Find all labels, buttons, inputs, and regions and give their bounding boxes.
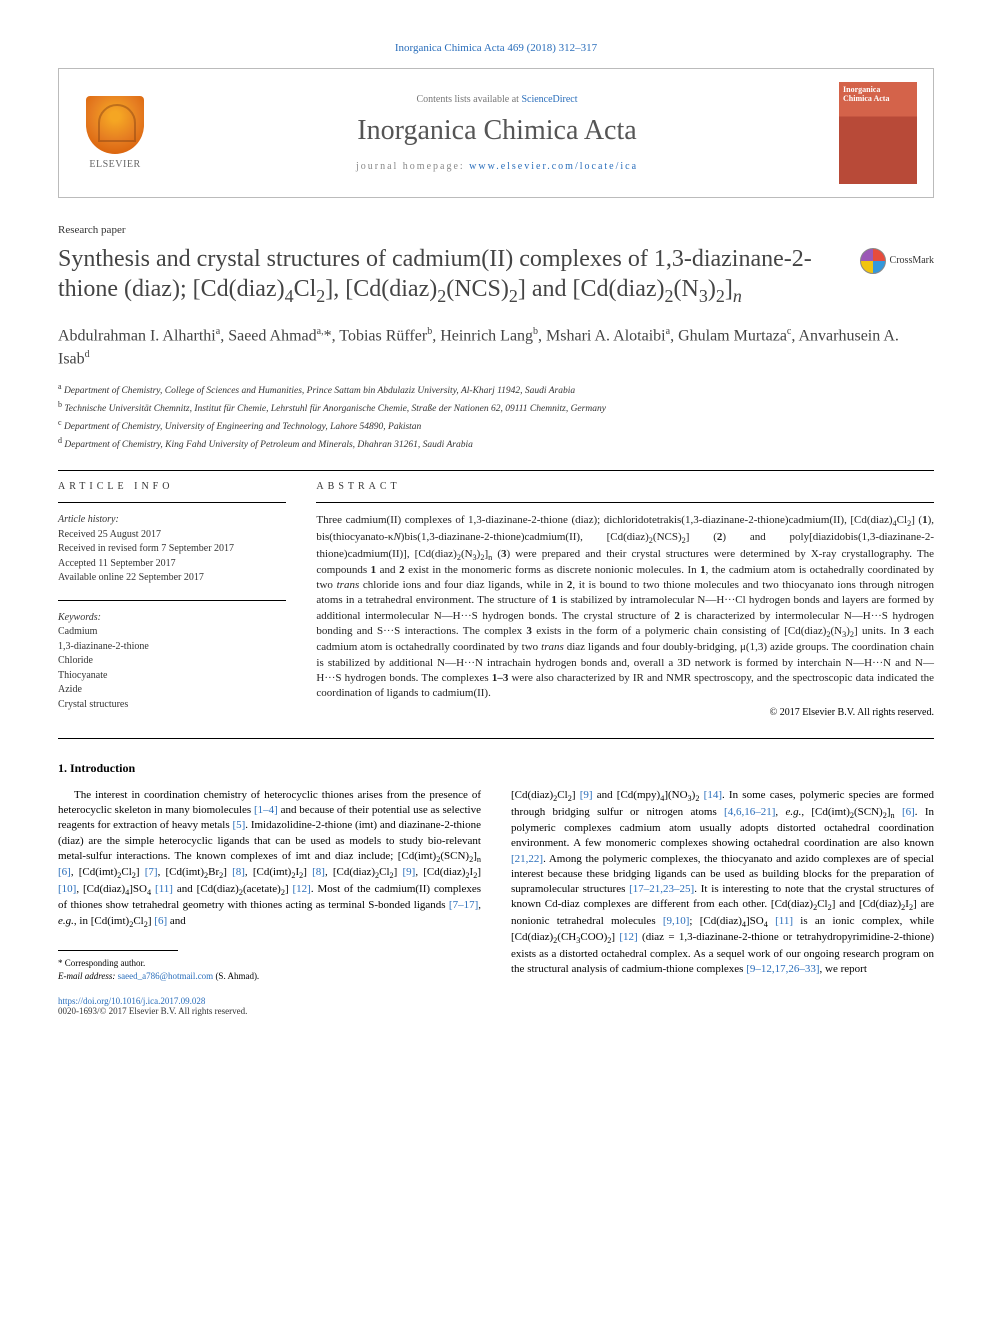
crossmark-label: CrossMark	[890, 255, 934, 268]
doi-link[interactable]: https://doi.org/10.1016/j.ica.2017.09.02…	[58, 996, 205, 1006]
post-abstract-rule	[58, 738, 934, 739]
article-title: Synthesis and crystal structures of cadm…	[58, 244, 934, 307]
keyword-item: Thiocyanate	[58, 669, 286, 684]
contents-prefix: Contents lists available at	[416, 94, 521, 105]
abstract-rule	[316, 502, 934, 503]
elsevier-tree-icon	[86, 96, 144, 154]
footnote-rule	[58, 950, 178, 951]
keyword-item: Chloride	[58, 654, 286, 669]
history-accepted: Accepted 11 September 2017	[58, 557, 286, 572]
keywords-rule	[58, 600, 286, 601]
body-two-columns: The interest in coordination chemistry o…	[58, 788, 934, 982]
info-rule	[58, 502, 286, 503]
affiliation-a: a Department of Chemistry, College of Sc…	[58, 381, 934, 399]
body-column-right: [Cd(diaz)2Cl2] [9] and [Cd(mpy)4](NO3)2 …	[511, 788, 934, 982]
keyword-item: Cadmium	[58, 625, 286, 640]
section-1-heading: 1. Introduction	[58, 761, 934, 776]
email-after: (S. Ahmad).	[213, 971, 259, 981]
homepage-prefix: journal homepage:	[356, 161, 469, 172]
info-abstract-row: ARTICLE INFO Article history: Received 2…	[58, 481, 934, 718]
article-info-column: ARTICLE INFO Article history: Received 2…	[58, 481, 286, 718]
article-type: Research paper	[58, 224, 934, 236]
authors-list: Abdulrahman I. Alharthia, Saeed Ahmada,*…	[58, 325, 934, 370]
history-revised: Received in revised form 7 September 201…	[58, 542, 286, 557]
keyword-item: 1,3-diazinane-2-thione	[58, 640, 286, 655]
journal-cover-thumbnail: Inorganica Chimica Acta	[839, 82, 917, 184]
intro-para-1: The interest in coordination chemistry o…	[58, 788, 481, 930]
crossmark-badge[interactable]: CrossMark	[860, 248, 934, 274]
journal-reference: Inorganica Chimica Acta 469 (2018) 312–3…	[58, 42, 934, 54]
journal-reference-link[interactable]: Inorganica Chimica Acta 469 (2018) 312–3…	[395, 42, 597, 54]
history-online: Available online 22 September 2017	[58, 571, 286, 586]
abstract-copyright: © 2017 Elsevier B.V. All rights reserved…	[316, 707, 934, 718]
affiliations: a Department of Chemistry, College of Sc…	[58, 381, 934, 453]
affiliation-d: d Department of Chemistry, King Fahd Uni…	[58, 435, 934, 453]
keyword-item: Azide	[58, 683, 286, 698]
abstract-column: ABSTRACT Three cadmium(II) complexes of …	[316, 481, 934, 718]
affiliation-b: b Technische Universität Chemnitz, Insti…	[58, 399, 934, 417]
affiliation-c: c Department of Chemistry, University of…	[58, 417, 934, 435]
title-text: Synthesis and crystal structures of cadm…	[58, 246, 812, 302]
corresponding-author-note: * Corresponding author.	[58, 957, 481, 970]
abstract-heading: ABSTRACT	[316, 481, 934, 492]
homepage-link[interactable]: www.elsevier.com/locate/ica	[469, 161, 638, 172]
article-info-heading: ARTICLE INFO	[58, 481, 286, 492]
journal-name: Inorganica Chimica Acta	[155, 115, 839, 147]
cover-title-line2: Chimica Acta	[843, 95, 913, 104]
homepage-line: journal homepage: www.elsevier.com/locat…	[155, 161, 839, 172]
history-label: Article history:	[58, 513, 286, 528]
footer-copyright: 0020-1693/© 2017 Elsevier B.V. All right…	[58, 1006, 247, 1016]
body-column-left: The interest in coordination chemistry o…	[58, 788, 481, 982]
keywords-block: Keywords: Cadmium 1,3-diazinane-2-thione…	[58, 611, 286, 713]
intro-para-2: [Cd(diaz)2Cl2] [9] and [Cd(mpy)4](NO3)2 …	[511, 788, 934, 977]
sciencedirect-link[interactable]: ScienceDirect	[521, 94, 577, 105]
publisher-name: ELSEVIER	[89, 159, 140, 170]
journal-header-box: ELSEVIER Contents lists available at Sci…	[58, 68, 934, 198]
history-received: Received 25 August 2017	[58, 528, 286, 543]
keyword-item: Crystal structures	[58, 698, 286, 713]
crossmark-icon	[860, 248, 886, 274]
page-footer: https://doi.org/10.1016/j.ica.2017.09.02…	[58, 996, 934, 1016]
divider-rule	[58, 470, 934, 471]
corresponding-email-link[interactable]: saeed_a786@hotmail.com	[118, 971, 214, 981]
header-center: Contents lists available at ScienceDirec…	[155, 94, 839, 172]
email-footnote: E-mail address: saeed_a786@hotmail.com (…	[58, 970, 481, 983]
contents-line: Contents lists available at ScienceDirec…	[155, 94, 839, 105]
email-label: E-mail address:	[58, 971, 118, 981]
keywords-label: Keywords:	[58, 611, 286, 626]
abstract-text: Three cadmium(II) complexes of 1,3-diazi…	[316, 513, 934, 701]
article-history: Article history: Received 25 August 2017…	[58, 513, 286, 586]
publisher-logo-block: ELSEVIER	[75, 96, 155, 170]
